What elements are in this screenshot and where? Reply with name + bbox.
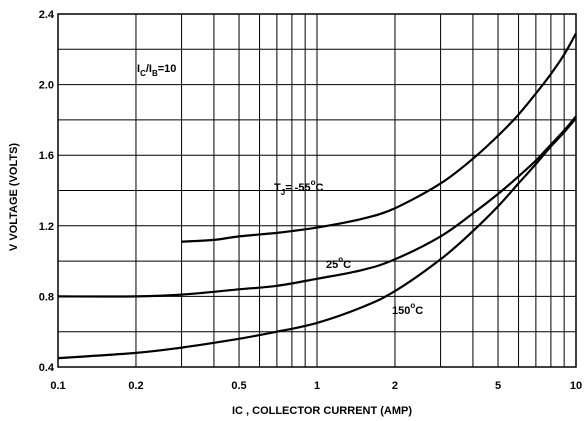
y-tick-label: 0.8 [39,291,54,303]
curves [57,32,577,360]
x-tick-label: 0.5 [231,380,246,392]
plot-frame [57,13,577,368]
y-tick-label: 1.2 [39,221,54,233]
y-tick-label: 2.4 [39,9,55,21]
condition-label: IC/IB=10 [137,63,176,78]
curve-neg55c [181,32,577,243]
curve-150c [57,117,577,360]
tick-labels: 0.1 0.2 0.5 1 2 5 10 0.4 0.8 1.2 1.6 2.0 2.4 [39,9,582,392]
y-tick-label: 2.0 [39,80,54,92]
x-tick-label: 0.2 [128,380,143,392]
x-tick-label: 5 [495,380,501,392]
x-tick-label: 2 [392,380,398,392]
x-tick-label: 0.1 [50,380,65,392]
x-tick-label: 10 [570,380,582,392]
curve-25c [57,115,577,298]
x-axis-title: IC , COLLECTOR CURRENT (AMP) [232,405,412,417]
series-label-25c: 25oC [326,255,351,271]
series-label-neg55c: TJ= -55oC [274,178,323,197]
y-axis-title: V VOLTAGE (VOLTS) [8,143,20,252]
x-tick-label: 1 [314,380,320,392]
y-tick-label: 1.6 [39,150,54,162]
y-tick-label: 0.4 [39,362,55,374]
series-label-150c: 150oC [392,301,423,317]
